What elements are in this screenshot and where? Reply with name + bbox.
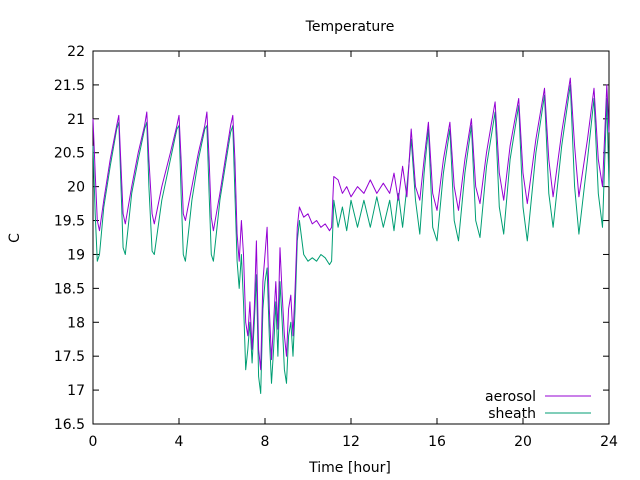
x-tick-label: 24 — [600, 434, 618, 450]
x-axis: 0 4 8 12 16 20 24 — [89, 51, 618, 450]
y-tick-label: 18.5 — [54, 281, 85, 297]
x-tick-label: 8 — [261, 434, 270, 450]
y-tick-label: 21 — [67, 112, 85, 128]
y-tick-label: 22 — [67, 44, 85, 60]
y-tick-label: 21.5 — [54, 78, 85, 94]
x-axis-label: Time [hour] — [308, 460, 391, 476]
y-axis-label: C — [7, 233, 23, 243]
legend-label-aerosol: aerosol — [485, 389, 536, 405]
series-line-sheath — [92, 84, 610, 394]
chart-title: Temperature — [305, 19, 395, 35]
x-tick-label: 4 — [175, 434, 184, 450]
x-tick-label: 16 — [428, 434, 446, 450]
series-lines — [92, 77, 610, 394]
y-tick-label: 17.5 — [54, 349, 85, 365]
y-tick-label: 18 — [67, 315, 85, 331]
y-tick-label: 16.5 — [54, 417, 85, 433]
y-axis: 16.5 17 17.5 18 18.5 19 19.5 20 20.5 21 21.5 22 — [54, 44, 609, 433]
legend-label-sheath: sheath — [488, 406, 536, 422]
y-tick-label: 17 — [67, 383, 85, 399]
series-line-aerosol — [92, 77, 610, 371]
plot-frame — [92, 50, 610, 425]
y-tick-label: 20 — [67, 180, 85, 196]
x-tick-label: 12 — [342, 434, 360, 450]
x-tick-label: 0 — [89, 434, 98, 450]
y-tick-label: 19.5 — [54, 214, 85, 230]
x-tick-label: 20 — [514, 434, 532, 450]
y-tick-label: 20.5 — [54, 146, 85, 162]
y-tick-label: 19 — [67, 247, 85, 263]
